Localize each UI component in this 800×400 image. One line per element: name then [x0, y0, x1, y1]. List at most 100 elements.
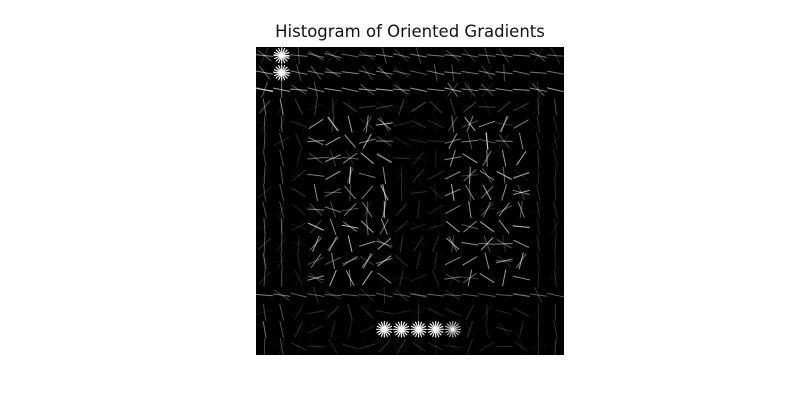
gradient-stroke: [482, 150, 492, 166]
gradient-stroke: [444, 156, 462, 160]
gradient-stroke: [520, 337, 523, 355]
hog-gradient-glyphs: [256, 47, 564, 355]
gradient-stroke: [554, 252, 557, 270]
gradient-stroke: [325, 50, 341, 61]
gradient-stroke: [413, 236, 424, 252]
gradient-stroke: [308, 325, 324, 334]
gradient-stroke: [377, 136, 392, 147]
gradient-stroke: [478, 120, 496, 128]
gradient-stroke: [382, 166, 387, 184]
gradient-stroke: [434, 337, 437, 355]
gradient-stroke: [362, 65, 373, 80]
gradient-stroke: [277, 236, 287, 252]
gradient-stroke: [399, 252, 404, 270]
gradient-stroke: [495, 140, 513, 142]
gradient-stroke: [518, 286, 524, 304]
gradient-stroke: [360, 220, 374, 233]
gradient-stroke: [291, 186, 306, 198]
gradient-stroke: [444, 344, 462, 349]
gradient-stroke: [431, 219, 441, 235]
gradient-stroke: [361, 185, 373, 200]
gradient-stroke: [307, 156, 325, 160]
gradient-stroke: [360, 152, 374, 165]
gradient-stroke: [256, 223, 273, 230]
gradient-stroke: [309, 237, 322, 251]
gradient-stroke: [262, 98, 267, 116]
gradient-stroke: [379, 219, 389, 235]
gradient-stroke: [348, 269, 352, 287]
gradient-stroke: [553, 320, 558, 338]
gradient-stroke: [478, 88, 496, 92]
gradient-stroke: [358, 54, 376, 57]
gradient-stroke: [330, 320, 336, 338]
gradient-stroke: [481, 65, 493, 80]
gradient-stroke: [478, 70, 496, 75]
gradient-stroke: [433, 183, 438, 201]
gradient-stroke: [399, 269, 404, 287]
gradient-stroke: [279, 337, 284, 355]
gradient-stroke: [552, 269, 559, 287]
gradient-stroke: [263, 183, 267, 202]
gradient-stroke: [468, 183, 472, 202]
gradient-stroke: [398, 98, 405, 116]
gradient-stroke: [290, 223, 307, 230]
gradient-stroke: [466, 338, 474, 355]
gradient-stroke: [497, 255, 511, 267]
gradient-stroke: [291, 187, 307, 197]
gradient-stroke: [410, 119, 427, 129]
gradient-stroke: [280, 115, 283, 133]
gradient-stroke: [358, 138, 376, 144]
gradient-stroke: [310, 253, 322, 268]
gradient-stroke: [536, 252, 540, 270]
gradient-stroke: [380, 184, 389, 201]
gradient-stroke: [464, 82, 476, 97]
gradient-stroke: [314, 98, 318, 116]
gradient-stroke: [531, 49, 546, 62]
gradient-stroke: [393, 223, 410, 231]
gradient-stroke: [519, 320, 524, 338]
gradient-stroke: [461, 103, 479, 110]
gradient-stroke: [258, 271, 271, 285]
gradient-stroke: [409, 310, 428, 314]
gradient-stroke: [497, 101, 511, 113]
gradient-stroke: [393, 70, 410, 75]
gradient-stroke: [347, 98, 353, 116]
gradient-stroke: [359, 256, 375, 266]
gradient-stroke: [445, 341, 461, 352]
gradient-stroke: [536, 183, 541, 201]
gradient-stroke: [358, 52, 376, 59]
gradient-stroke: [478, 207, 496, 212]
gradient-stroke: [532, 83, 545, 97]
gradient-stroke: [348, 166, 352, 184]
gradient-stroke: [450, 338, 456, 355]
gradient-stroke: [500, 115, 508, 133]
gradient-stroke: [449, 149, 456, 167]
gradient-stroke: [512, 189, 530, 195]
gradient-stroke: [531, 135, 545, 148]
gradient-stroke: [313, 183, 318, 201]
gradient-stroke: [307, 293, 325, 297]
gradient-stroke: [376, 257, 393, 264]
gradient-stroke: [498, 322, 510, 337]
gradient-stroke: [553, 132, 558, 150]
gradient-stroke: [481, 168, 493, 183]
gradient-stroke: [552, 167, 559, 184]
gradient-stroke: [499, 116, 509, 132]
gradient-stroke: [512, 225, 530, 229]
gradient-stroke: [393, 309, 410, 315]
gradient-stroke: [365, 115, 369, 133]
gradient-stroke: [394, 341, 409, 352]
gradient-stroke: [512, 275, 530, 281]
gradient-stroke: [445, 289, 460, 301]
gradient-stroke: [278, 338, 285, 355]
gradient-stroke: [428, 170, 444, 180]
gradient-stroke: [257, 50, 272, 62]
gradient-stroke: [395, 83, 408, 97]
gradient-stroke: [444, 156, 462, 161]
gradient-stroke: [278, 218, 286, 235]
gradient-stroke: [273, 293, 291, 297]
gradient-stroke: [324, 206, 342, 213]
gradient-stroke: [279, 98, 284, 116]
gradient-stroke: [519, 201, 523, 219]
gradient-stroke: [328, 99, 338, 115]
